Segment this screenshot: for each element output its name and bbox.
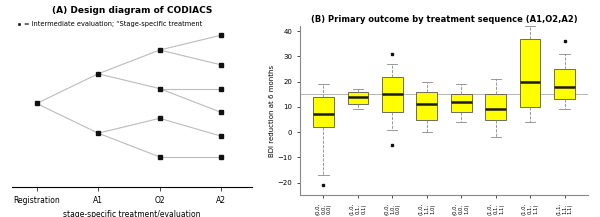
Legend: = Intermediate evaluation; “Stage-specific treatment: = Intermediate evaluation; “Stage-specif… xyxy=(16,21,203,28)
PathPatch shape xyxy=(485,94,506,120)
Y-axis label: BDI reduction at 6 months: BDI reduction at 6 months xyxy=(269,65,275,157)
PathPatch shape xyxy=(554,69,575,99)
X-axis label: stage-specific treatment/evaluation: stage-specific treatment/evaluation xyxy=(63,210,201,217)
PathPatch shape xyxy=(382,77,403,112)
PathPatch shape xyxy=(347,92,368,104)
PathPatch shape xyxy=(416,92,437,120)
PathPatch shape xyxy=(520,39,541,107)
PathPatch shape xyxy=(451,94,472,112)
Title: (A) Design diagram of CODIACS: (A) Design diagram of CODIACS xyxy=(52,6,212,15)
Title: (B) Primary outcome by treatment sequence (A1,O2,A2): (B) Primary outcome by treatment sequenc… xyxy=(311,15,577,24)
PathPatch shape xyxy=(313,97,334,127)
